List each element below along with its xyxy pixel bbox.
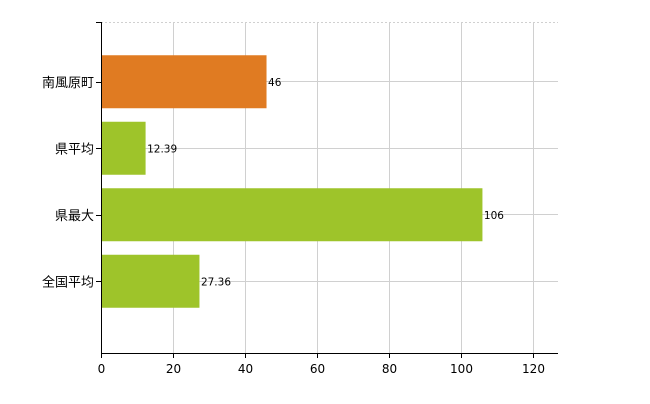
bar	[101, 55, 267, 109]
x-tick-label: 60	[310, 362, 325, 376]
category-label: 南風原町	[42, 75, 94, 91]
x-tick-label: 100	[450, 362, 473, 376]
category-label: 県平均	[55, 142, 94, 157]
x-tick-label: 40	[238, 362, 253, 376]
category-label: 全国平均	[42, 274, 94, 290]
bar	[101, 254, 200, 308]
x-tick-label: 20	[166, 362, 181, 376]
labels: 46 南風原町 12.39 県平均 106 県最大 27.36 全国平均 0 20 40 60 80 10…	[42, 75, 545, 376]
data-label: 106	[484, 210, 504, 222]
category-label: 県最大	[55, 209, 94, 224]
x-tick-label: 120	[522, 362, 545, 376]
data-label: 12.39	[147, 143, 177, 155]
bar	[101, 121, 146, 175]
data-label: 27.36	[201, 276, 231, 288]
data-label: 46	[268, 77, 282, 89]
bar	[101, 188, 483, 242]
x-tick-label: 0	[98, 362, 106, 376]
axes	[96, 22, 558, 358]
x-tick-label: 80	[382, 362, 397, 376]
bars	[101, 55, 483, 308]
